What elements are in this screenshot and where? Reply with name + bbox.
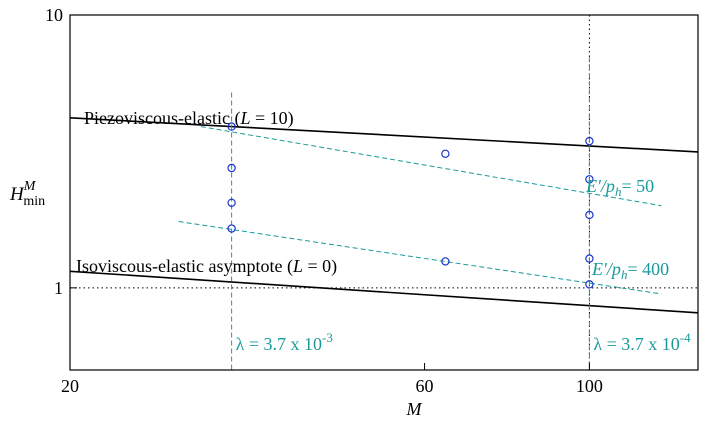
y-axis-label: HM min <box>9 179 45 209</box>
y-tick-label: 10 <box>45 5 63 25</box>
fit-line-1 <box>178 221 662 295</box>
lambda-lines <box>231 57 590 370</box>
series-label-1: E′/ph= 400 <box>591 259 669 282</box>
curve-line-0 <box>69 117 699 153</box>
x-tick-label: 60 <box>416 376 434 396</box>
data-point <box>585 210 594 220</box>
plot-frame <box>69 14 699 371</box>
data-point <box>585 136 594 146</box>
curve-label-0: Piezoviscous-elastic (L = 10) <box>84 108 294 129</box>
x-tick-label: 20 <box>61 376 79 396</box>
data-point <box>441 257 450 266</box>
series-label-0: E′/ph= 50 <box>585 176 654 199</box>
x-tick-label: 100 <box>576 376 603 396</box>
data-point <box>227 224 236 233</box>
data-point <box>441 149 450 158</box>
lambda-label-1: λ = 3.7 x 10-4 <box>593 330 691 354</box>
data-point <box>227 163 236 173</box>
curve-line-1 <box>69 270 699 314</box>
data-markers <box>227 122 594 289</box>
x-axis-label: M <box>406 399 423 419</box>
axis-ticks: 20 60 100 1 10 <box>45 5 603 396</box>
fit-line-0 <box>200 126 662 207</box>
data-point <box>227 198 236 207</box>
curves <box>69 117 699 314</box>
data-point <box>585 280 594 289</box>
fit-lines <box>178 126 662 295</box>
data-point <box>585 254 594 263</box>
y-tick-label: 1 <box>54 278 63 298</box>
lambda-label-0: λ = 3.7 x 10-3 <box>236 330 333 354</box>
annotations: M HM min Piezoviscous-elastic (L = 10) Isovi… <box>9 108 691 419</box>
data-point <box>585 175 594 184</box>
curve-label-1: Isoviscous-elastic asymptote (L = 0) <box>76 256 337 277</box>
data-point <box>227 122 236 131</box>
